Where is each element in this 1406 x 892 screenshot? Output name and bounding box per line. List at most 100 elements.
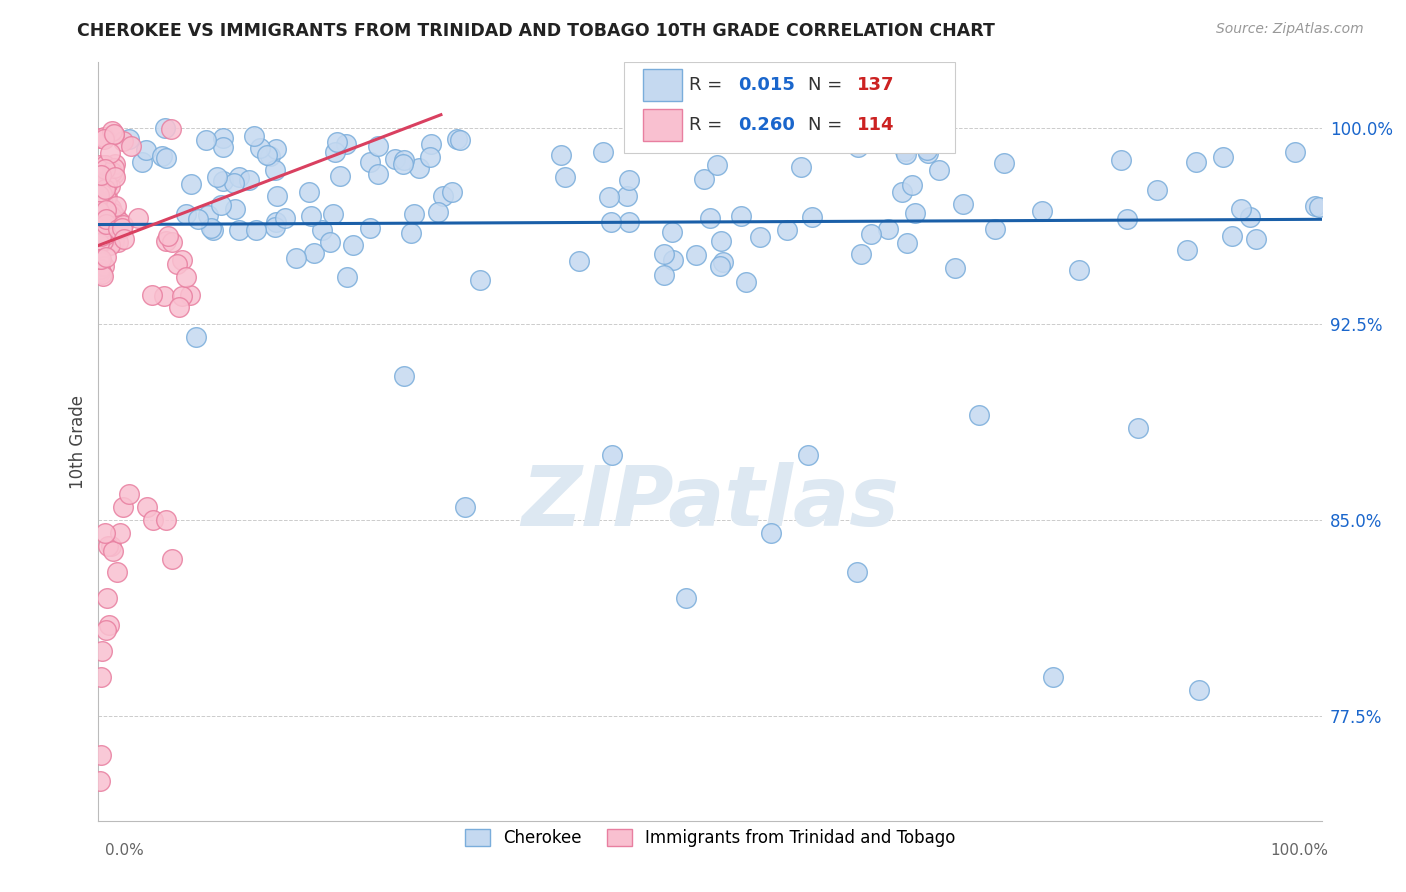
Point [402,207,425,221]
Point [904,206,927,220]
Point [617,172,640,186]
Text: Source: ZipAtlas.com: Source: ZipAtlas.com [1216,22,1364,37]
Point [89,265,111,279]
Point [298,185,321,199]
Point [749,230,772,244]
Point [93,220,115,235]
Point [894,144,917,158]
Point [319,235,342,250]
Point [93,161,115,176]
Point [112,232,135,246]
Point [101,544,124,558]
Point [90,229,112,244]
Point [984,221,1007,235]
Point [600,215,623,229]
Point [1042,670,1064,684]
Text: CHEROKEE VS IMMIGRANTS FROM TRINIDAD AND TOBAGO 10TH GRADE CORRELATION CHART: CHEROKEE VS IMMIGRANTS FROM TRINIDAD AND… [77,22,995,40]
Point [228,170,250,185]
Text: 100.0%: 100.0% [1271,843,1329,858]
Point [1069,263,1091,277]
Point [329,169,352,183]
Point [91,205,114,219]
Point [1128,421,1150,435]
Point [91,234,114,248]
Point [89,213,111,227]
Text: N =: N = [808,116,848,134]
Point [160,121,183,136]
Point [200,220,222,235]
Point [89,197,111,211]
Point [259,149,281,163]
Point [554,169,576,184]
Point [186,330,208,344]
Point [96,591,118,606]
Point [93,130,115,145]
Point [110,215,132,229]
Point [153,121,176,136]
Point [172,289,194,303]
Point [342,238,364,252]
Point [249,141,271,155]
Point [1109,153,1132,168]
Point [89,200,111,214]
Point [876,222,898,236]
Point [212,140,235,154]
Point [211,174,233,188]
Point [90,222,112,236]
Text: N =: N = [808,76,848,95]
Point [98,238,121,252]
Point [101,219,124,234]
Point [1031,204,1053,219]
Point [94,158,117,172]
Point [420,137,443,152]
Point [730,209,752,223]
Point [1185,155,1208,169]
Point [419,150,441,164]
Text: 0.015: 0.015 [738,76,794,95]
Point [136,500,159,514]
Point [105,566,128,580]
Point [87,199,110,213]
Point [87,181,110,195]
Point [93,181,115,195]
Point [359,155,381,169]
Point [706,158,728,172]
Point [87,188,110,202]
Point [336,269,359,284]
Point [93,212,115,227]
Point [408,161,430,175]
Point [894,147,917,161]
Point [90,670,112,684]
Point [432,189,454,203]
Point [446,132,468,146]
Point [93,197,115,211]
Point [94,202,117,217]
Point [93,526,115,541]
Point [100,201,122,215]
Point [94,158,117,172]
Point [104,199,127,213]
Point [94,623,117,637]
Point [170,253,193,268]
Point [103,161,125,175]
Point [89,252,111,267]
Point [243,129,266,144]
FancyBboxPatch shape [643,109,682,141]
Point [174,207,197,221]
Point [685,247,707,261]
Point [1175,243,1198,257]
Point [91,643,114,657]
Point [155,234,177,248]
Point [90,186,112,201]
Point [617,215,640,229]
Point [89,167,111,181]
Point [846,140,869,154]
Point [150,149,173,163]
Point [194,133,217,147]
Point [98,178,121,193]
Point [104,210,127,224]
Point [661,225,683,239]
Point [90,227,112,241]
Point [775,222,797,236]
Point [851,247,873,261]
